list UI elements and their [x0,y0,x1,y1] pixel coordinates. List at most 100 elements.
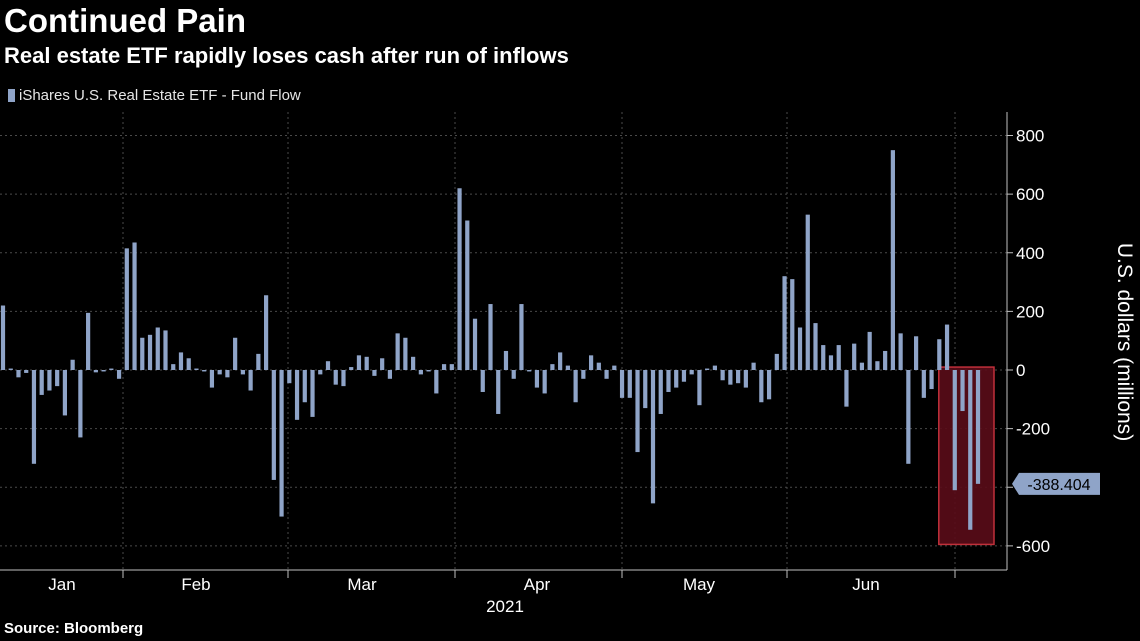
bar [612,365,617,370]
bar [658,370,663,414]
bar [171,364,176,370]
bar [8,368,13,370]
x-axis-label: 2021 [486,597,524,616]
bar [581,370,586,379]
bar [465,220,470,370]
bar [503,350,509,370]
bar [867,331,872,370]
bar [240,370,245,375]
bar [890,150,895,370]
bar [619,370,625,398]
bar [31,370,37,464]
x-tick-label: Jan [48,575,75,594]
bar [712,365,718,370]
x-tick-label: May [683,575,716,594]
bar [689,370,694,375]
bar [457,188,462,370]
bar [542,370,547,394]
bar [372,370,377,376]
bar [310,370,315,417]
legend: iShares U.S. Real Estate ETF - Fund Flow [8,87,301,104]
bar [418,370,423,375]
bar [39,370,44,395]
bar [496,370,501,414]
bar [248,370,253,391]
bar [24,370,29,373]
y-tick-label: 200 [1016,302,1044,321]
bar [883,350,888,370]
bar [202,370,207,372]
bar [341,370,346,387]
last-value-label: -388.404 [1027,477,1090,494]
bar [101,370,106,372]
bar [186,358,191,370]
source-note: Source: Bloomberg [4,620,144,637]
bar [643,370,648,409]
bar [913,336,919,370]
chart-subtitle: Real estate ETF rapidly loses cash after… [4,43,569,68]
y-tick-label: 400 [1016,244,1044,263]
bar [743,370,748,388]
x-tick-label: Jun [852,575,879,594]
bar [16,370,21,378]
bar [720,370,725,381]
bar [194,368,199,370]
bar [434,370,439,394]
bar [411,356,416,370]
bar [975,370,981,484]
bar [140,337,145,370]
bar [511,370,516,379]
bar [356,355,362,370]
bar [944,324,950,370]
bar [797,327,803,370]
bar [325,361,331,370]
bar [449,364,454,370]
bar [929,370,934,390]
bar [828,355,834,370]
bar [527,370,532,372]
bar [766,370,772,400]
legend-label: iShares U.S. Real Estate ETF - Fund Flow [19,87,301,104]
bar [674,370,679,388]
bar [263,295,269,370]
x-tick-label: Feb [181,575,210,594]
bar [736,370,741,384]
bar [604,370,609,379]
bar [774,353,779,370]
bar [233,337,238,370]
bar [898,333,903,370]
bar [588,355,594,370]
bar [937,339,942,370]
y-tick-label: 600 [1016,185,1044,204]
bar [472,318,478,370]
bar [488,304,493,370]
bar [387,370,393,379]
bar [666,370,671,392]
bar [596,362,601,370]
bar [403,337,408,370]
bar [705,368,710,370]
bar [178,352,184,370]
highlight-box [938,366,995,546]
legend-swatch [8,89,15,102]
y-tick-label: -200 [1016,420,1050,439]
bar [364,356,369,370]
bar [960,370,965,412]
y-tick-label: 800 [1016,127,1044,146]
bar [627,370,632,398]
bar [859,362,865,370]
bar [209,370,215,388]
bar [635,370,640,453]
bar [116,370,122,379]
bar [650,370,656,504]
bar [93,370,98,373]
bar [0,305,6,370]
bar [225,370,230,378]
bar [836,345,841,370]
bar [813,323,818,370]
bar [550,364,555,370]
bar [697,370,702,406]
bar [782,276,787,370]
bar [294,370,300,420]
